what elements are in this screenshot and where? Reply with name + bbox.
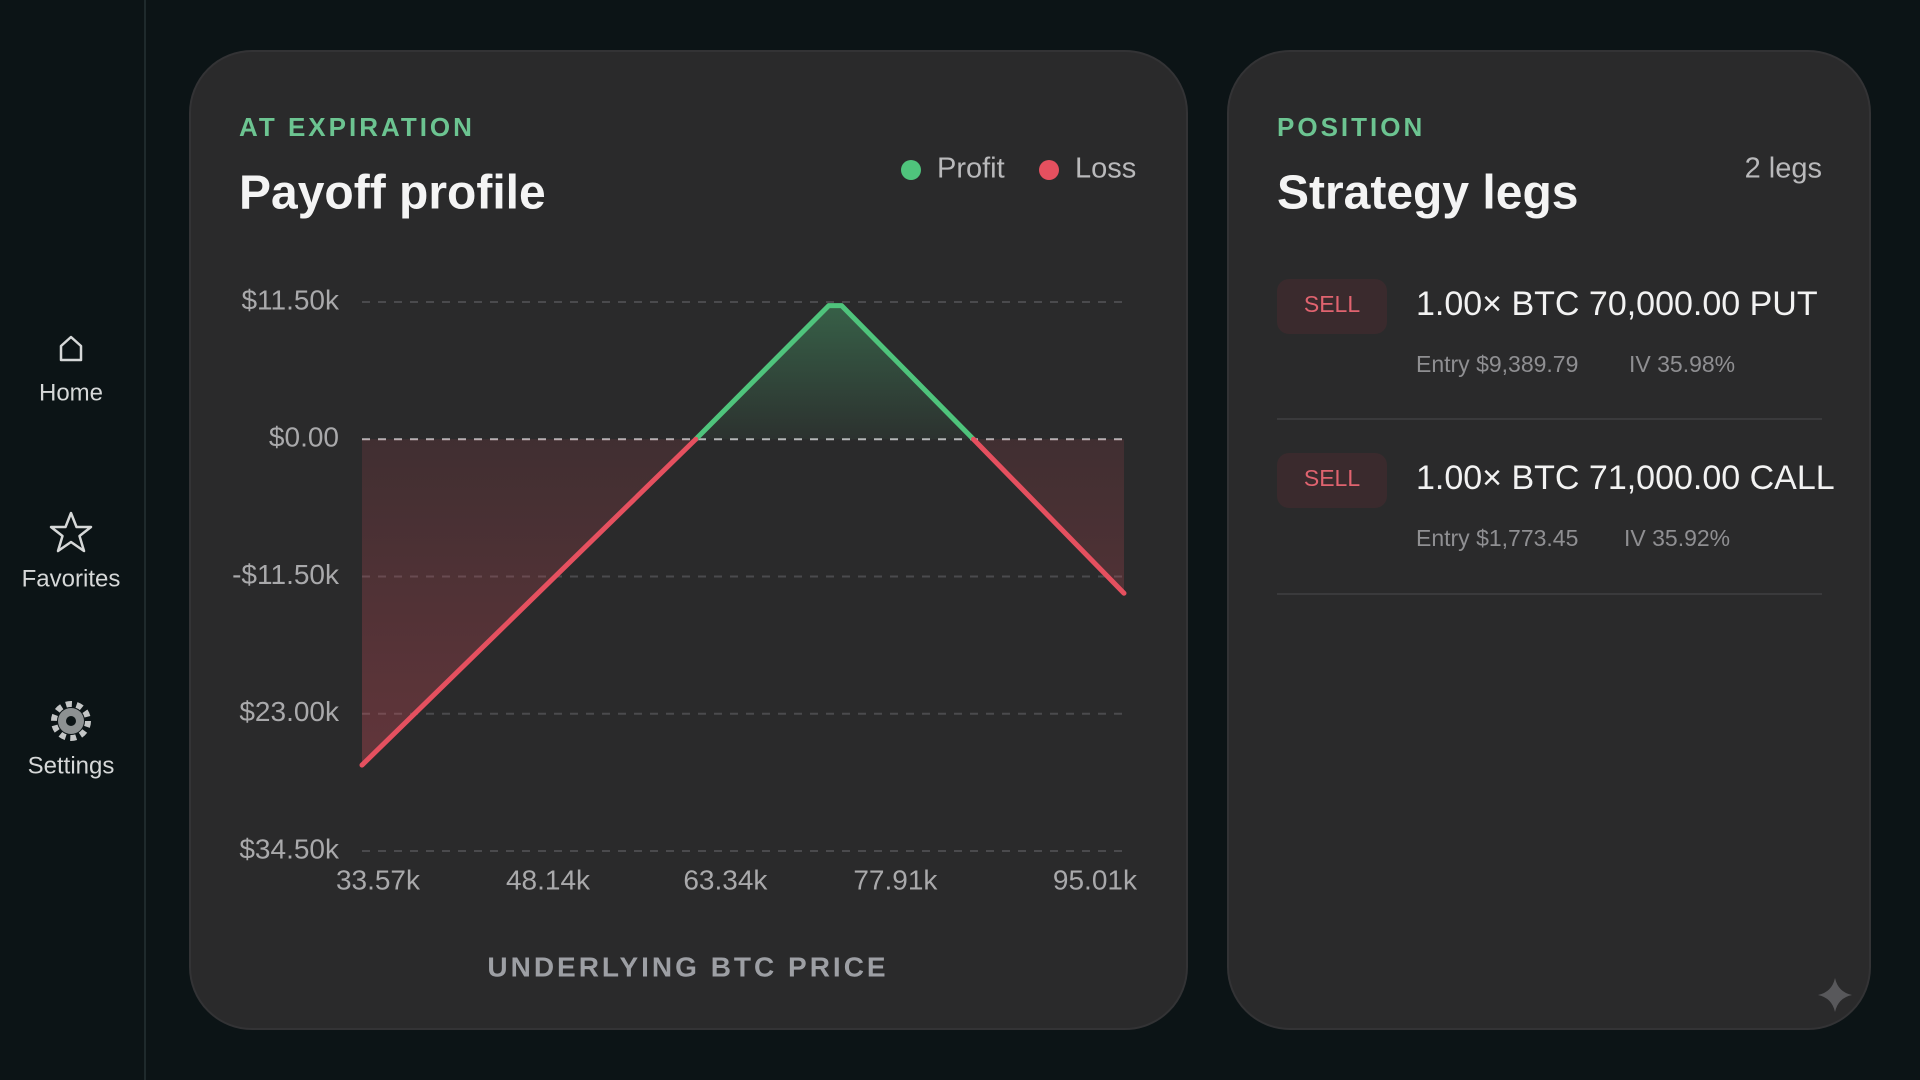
nav-label: Favorites — [22, 565, 121, 592]
nav-label: Settings — [28, 752, 115, 779]
line — [693, 303, 976, 442]
y-tick-label: $11.50k — [241, 284, 340, 315]
nav-label: Home — [39, 379, 103, 406]
position-card — [1227, 50, 1871, 1030]
legend-swatch — [901, 160, 921, 180]
contract: 1.00× BTC 71,000.00 CALL — [1416, 459, 1835, 497]
nav-favorites[interactable]: Favorites — [22, 511, 121, 592]
leg-row[interactable]: SELL 1.00× BTC 70,000.00 PUT Entry $9,38… — [1277, 279, 1818, 377]
x-tick-label: 63.34k — [683, 864, 768, 895]
x-tick-label: 33.57k — [336, 864, 421, 895]
sidebar — [0, 0, 145, 1080]
x-axis-title: UNDERLYING BTC PRICE — [487, 951, 888, 982]
nav-settings[interactable]: Settings — [28, 701, 115, 779]
line — [359, 436, 1127, 768]
leg-count: 2 legs — [1745, 153, 1822, 185]
legend-item: Profit — [901, 153, 1005, 185]
legend-label: Loss — [1075, 153, 1136, 185]
side-label: SELL — [1304, 291, 1360, 317]
home-icon — [59, 335, 83, 362]
card-title: Payoff profile — [239, 167, 546, 220]
iv: IV 35.98% — [1629, 351, 1735, 377]
side-label: SELL — [1304, 465, 1360, 491]
payoff-card — [189, 50, 1188, 1030]
y-tick-label: $23.00k — [239, 696, 340, 727]
gear-teeth — [51, 701, 91, 741]
legend-item: Loss — [1039, 153, 1136, 185]
legend-label: Profit — [937, 153, 1005, 185]
iv: IV 35.92% — [1624, 525, 1730, 551]
x-tick-label: 48.14k — [506, 864, 591, 895]
area — [695, 305, 974, 440]
y-tick-label: $0.00 — [269, 422, 339, 453]
contract: 1.00× BTC 70,000.00 PUT — [1416, 285, 1818, 323]
entry: Entry $1,773.45 — [1416, 525, 1578, 551]
card-eyebrow: AT EXPIRATION — [239, 112, 475, 142]
gear-hole — [66, 716, 76, 726]
star-icon — [49, 511, 93, 553]
nav-home[interactable]: Home — [39, 335, 103, 406]
side-badge — [1277, 453, 1387, 508]
payoff-chart: $11.50k $0.00 -$11.50k $23.00k $34.50k33.57k… — [232, 153, 1138, 896]
y-tick-label: -$11.50k — [232, 559, 340, 590]
card-eyebrow: POSITION — [1277, 112, 1425, 142]
legend-swatch — [1039, 160, 1059, 180]
area — [362, 439, 1124, 766]
sparkle-icon — [1818, 978, 1852, 1012]
x-tick-label: 77.91k — [853, 864, 938, 895]
side-badge — [1277, 279, 1387, 334]
x-tick-label: 95.01k — [1053, 864, 1138, 895]
leg-row[interactable]: SELL 1.00× BTC 71,000.00 CALL Entry $1,7… — [1277, 453, 1835, 551]
card-title: Strategy legs — [1277, 167, 1578, 220]
y-tick-label: $34.50k — [239, 833, 340, 864]
entry: Entry $9,389.79 — [1416, 351, 1578, 377]
